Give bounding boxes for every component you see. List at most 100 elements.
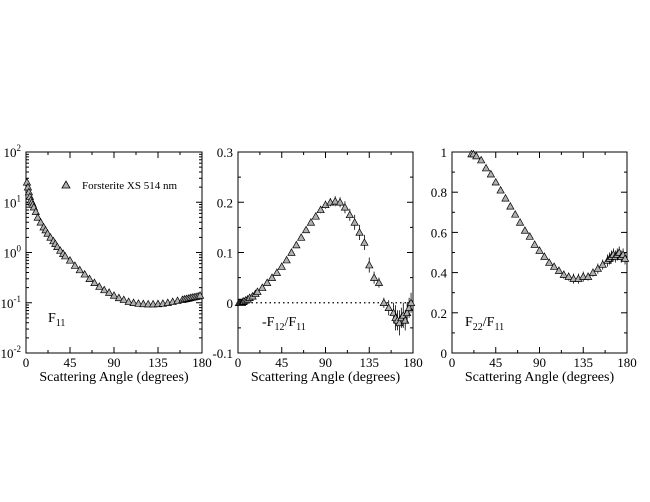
data-point (384, 303, 393, 312)
data-point (535, 246, 544, 254)
y-tick-label: 0.6 (431, 225, 448, 240)
data-point (282, 255, 291, 264)
data-point (85, 274, 94, 283)
data-point (114, 293, 124, 302)
data-point (139, 299, 148, 308)
data-point (301, 225, 311, 234)
y-tick-label: 0.2 (431, 306, 447, 321)
data-point (501, 193, 510, 202)
data-point (129, 298, 138, 306)
y-tick-label: 0 (227, 296, 234, 311)
y-tick-label: -0.1 (212, 346, 233, 361)
data-point (109, 291, 119, 299)
data-point (506, 201, 515, 210)
x-tick-label: 180 (617, 355, 637, 370)
x-tick-label: 45 (275, 355, 288, 370)
data-point (272, 268, 282, 276)
data-point (258, 283, 267, 291)
data-point (486, 169, 496, 178)
data-point (496, 185, 505, 194)
panel-quantity-label: F11 (48, 311, 65, 329)
data-point (90, 278, 99, 286)
data-point (36, 217, 45, 226)
data-point (253, 287, 262, 295)
data-point (340, 202, 350, 211)
chart-panel-1: 0 45 90 135 180 10-2 10-1 100 101 102 Scattering A… (1, 143, 212, 385)
data-point (262, 278, 272, 286)
y-tick-label: 0.8 (431, 185, 447, 200)
y-tick-label: 0.2 (217, 195, 233, 210)
series-1 (22, 177, 205, 308)
x-tick-label: 135 (148, 355, 168, 370)
data-point (530, 240, 539, 248)
data-point (65, 255, 75, 264)
chart-panel-3: 0 45 90 135 180 0 0.2 0.4 0.6 0.8 1 Scattering Angl… (431, 145, 637, 385)
data-point (277, 262, 286, 270)
data-point (296, 233, 306, 241)
data-point (406, 298, 416, 306)
data-point (365, 260, 374, 269)
data-point (510, 209, 520, 218)
data-point (335, 197, 345, 206)
data-point (545, 258, 554, 266)
data-point (75, 265, 84, 274)
x-axis-label: Scattering Angle (degrees) (465, 370, 615, 385)
data-point (374, 278, 384, 286)
data-point (287, 248, 296, 256)
data-point (593, 264, 603, 272)
data-point (540, 252, 549, 260)
x-tick-label: 135 (574, 355, 594, 370)
x-tick-label: 0 (449, 355, 456, 370)
data-point (549, 262, 559, 270)
x-tick-label: 90 (108, 355, 121, 370)
data-point (33, 213, 42, 221)
legend-marker (61, 180, 71, 189)
data-point (119, 295, 128, 303)
x-tick-label: 180 (192, 355, 212, 370)
data-point (306, 218, 316, 226)
x-tick-label: 180 (403, 355, 423, 370)
x-tick-label: 90 (533, 355, 546, 370)
data-point (520, 226, 530, 234)
x-tick-label: 45 (64, 355, 77, 370)
y-tick-label: 101 (4, 193, 22, 210)
data-point (379, 298, 389, 306)
series-1 (234, 196, 416, 336)
data-point (345, 210, 355, 219)
data-point (588, 268, 598, 276)
data-point (525, 232, 534, 240)
x-tick-label: 45 (489, 355, 502, 370)
x-axis-label: Scattering Angle (degrees) (39, 370, 189, 385)
data-point (476, 155, 486, 164)
x-tick-label: 135 (360, 355, 380, 370)
data-point (70, 261, 80, 269)
y-tick-label: 100 (4, 244, 22, 261)
data-point (80, 269, 89, 278)
x-axis-label: Scattering Angle (degrees) (251, 370, 401, 385)
data-point (31, 207, 40, 215)
data-point (491, 177, 500, 186)
y-tick-label: 0.1 (217, 246, 233, 261)
panel-quantity-label: -F12/F11 (262, 315, 306, 333)
y-tick-label: 0.4 (431, 266, 448, 281)
data-point (43, 229, 52, 237)
data-point (95, 282, 104, 290)
legend-label: Forsterite XS 514 nm (82, 180, 177, 192)
y-tick-label: 0 (441, 346, 448, 361)
data-point (100, 285, 109, 294)
data-point (481, 163, 491, 172)
y-tick-label: 10-1 (1, 294, 22, 311)
data-point (472, 151, 481, 160)
data-point (350, 218, 359, 226)
data-point (53, 242, 62, 251)
data-point (60, 251, 70, 260)
data-point (124, 297, 133, 305)
data-point (134, 299, 143, 307)
data-point (316, 205, 325, 214)
x-tick-label: 0 (235, 355, 242, 370)
panel-quantity-label: F22/F11 (465, 315, 504, 333)
data-point (292, 240, 301, 249)
data-point (311, 211, 320, 220)
